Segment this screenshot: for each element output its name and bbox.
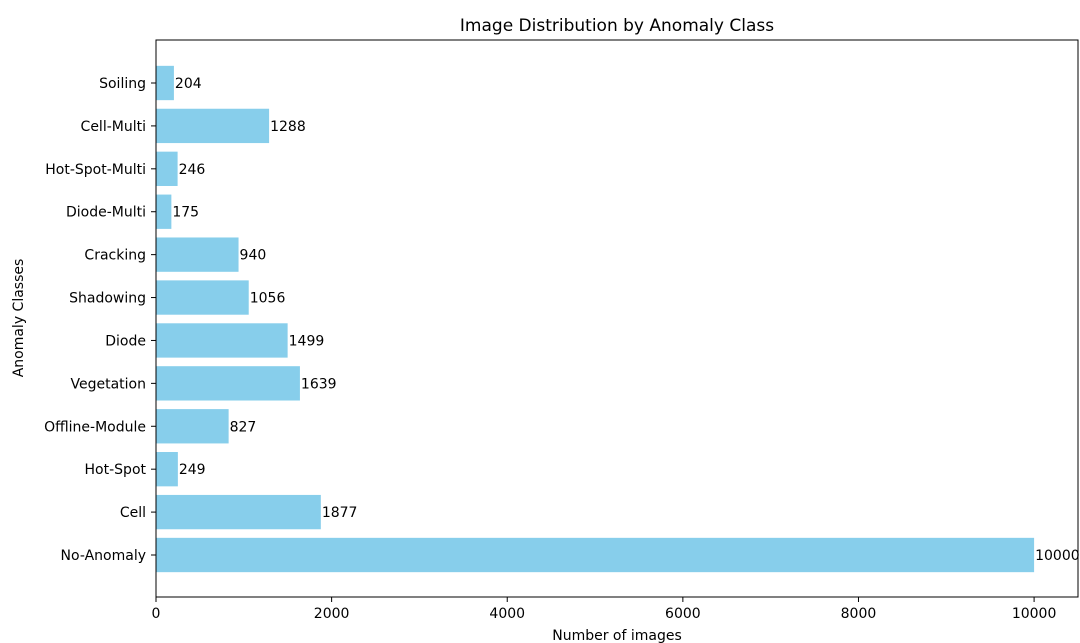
y-axis-label: Anomaly Classes <box>11 259 27 378</box>
value-label: 827 <box>230 419 257 435</box>
y-tick-label: Diode <box>105 333 146 349</box>
y-axis-ticks: No-Anomaly Cell Hot-Spot Offline-Module Vege… <box>44 76 156 564</box>
x-tick-label: 8000 <box>841 606 877 622</box>
value-label: 10000 <box>1035 548 1080 564</box>
bar-cell-multi <box>156 108 270 144</box>
chart-title: Image Distribution by Anomaly Class <box>460 16 774 36</box>
x-axis-label: Number of images <box>552 628 682 643</box>
bars-group <box>156 65 1035 573</box>
value-label: 1639 <box>301 376 337 392</box>
bar-no-anomaly <box>156 537 1035 573</box>
y-tick-label: Cell-Multi <box>81 119 146 135</box>
x-tick-label: 6000 <box>665 606 701 622</box>
y-tick-label: Hot-Spot <box>85 462 147 478</box>
bar-diode-multi <box>156 194 172 229</box>
x-tick-label: 2000 <box>314 606 350 622</box>
y-tick-label: Soiling <box>99 76 146 92</box>
bar-hot-spot <box>156 452 178 487</box>
value-label: 175 <box>172 205 199 221</box>
x-tick-label: 4000 <box>489 606 525 622</box>
bar-hot-spot-multi <box>156 151 178 186</box>
value-label: 1877 <box>322 505 358 521</box>
x-axis-ticks: 0 2000 4000 6000 8000 10000 <box>152 597 1057 622</box>
bar-cracking <box>156 237 239 272</box>
bar-diode <box>156 323 288 358</box>
bar-soiling <box>156 65 174 101</box>
value-label: 1499 <box>289 333 325 349</box>
x-tick-label: 0 <box>152 606 161 622</box>
y-tick-label: No-Anomaly <box>61 548 146 564</box>
x-tick-label: 10000 <box>1012 606 1057 622</box>
bar-offline-module <box>156 409 229 444</box>
y-tick-label: Hot-Spot-Multi <box>45 162 146 178</box>
y-tick-label: Offline-Module <box>44 419 146 435</box>
value-labels-group: 10000 1877 249 827 1639 1499 1056 940 175 246 1288… <box>172 76 1079 564</box>
value-label: 246 <box>179 162 206 178</box>
y-tick-label: Vegetation <box>71 376 147 392</box>
bar-cell <box>156 494 321 530</box>
value-label: 204 <box>175 76 202 92</box>
plot-area-frame <box>155 39 1079 598</box>
value-label: 1288 <box>270 119 306 135</box>
value-label: 1056 <box>250 291 286 307</box>
y-tick-label: Shadowing <box>69 291 146 307</box>
y-tick-label: Cell <box>120 505 146 521</box>
value-label: 940 <box>240 248 267 264</box>
bar-vegetation <box>156 366 300 401</box>
bar-shadowing <box>156 280 249 315</box>
y-tick-label: Diode-Multi <box>66 205 146 221</box>
value-label: 249 <box>179 462 206 478</box>
y-tick-label: Cracking <box>84 248 146 264</box>
